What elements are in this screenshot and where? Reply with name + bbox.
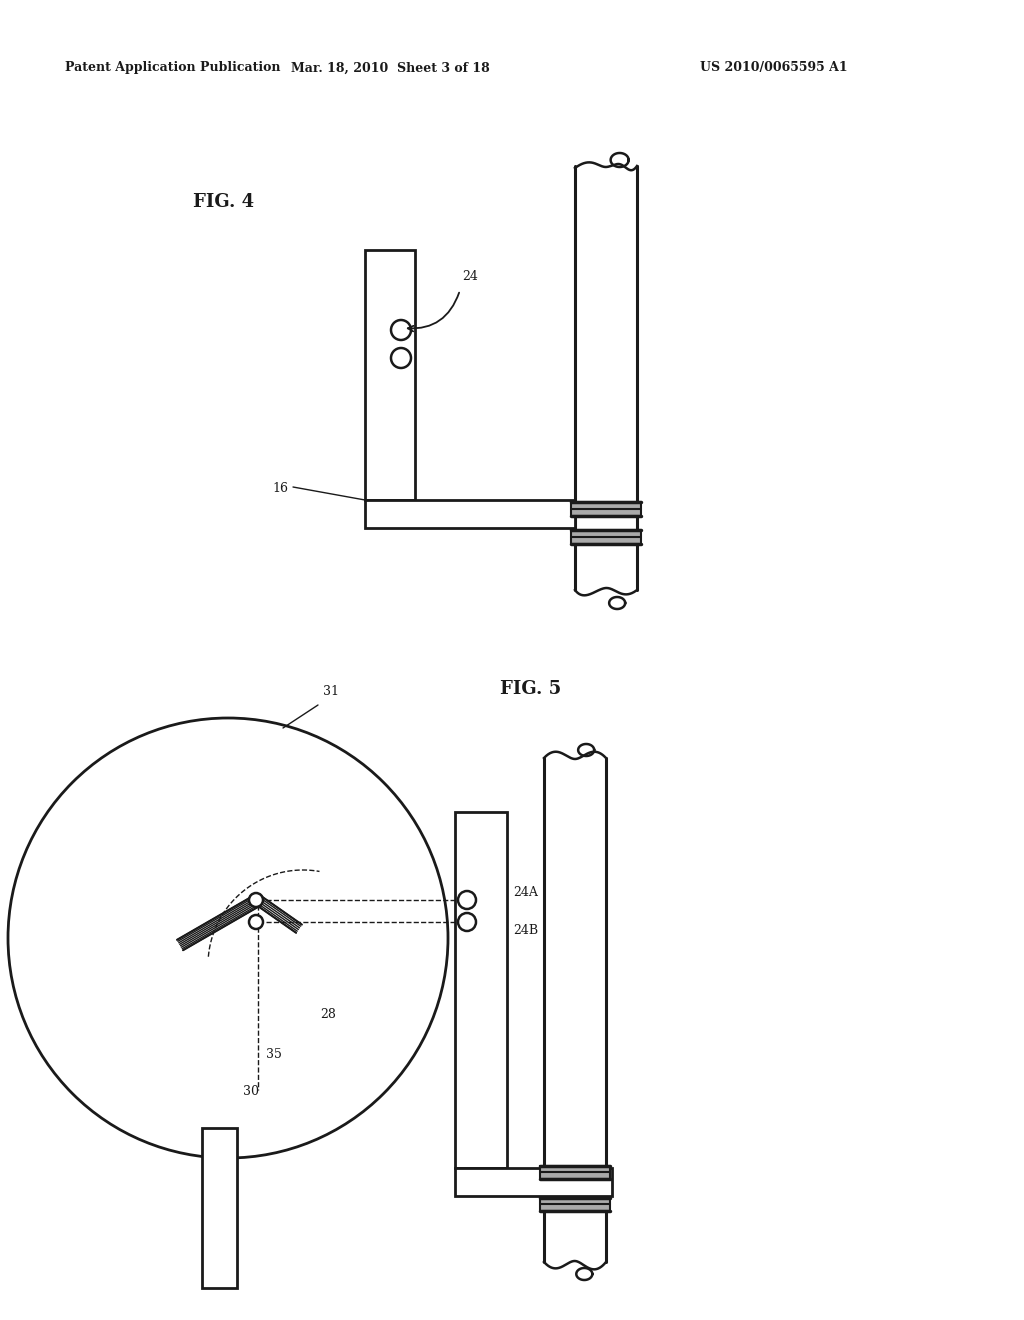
- Bar: [365, 500, 575, 528]
- Text: 24A: 24A: [513, 886, 538, 899]
- Text: 28: 28: [319, 1008, 336, 1020]
- Bar: [455, 1168, 612, 1196]
- Text: Mar. 18, 2010  Sheet 3 of 18: Mar. 18, 2010 Sheet 3 of 18: [291, 62, 489, 74]
- Circle shape: [249, 894, 263, 907]
- Bar: [455, 812, 507, 1168]
- Text: 30: 30: [243, 1085, 259, 1098]
- Circle shape: [249, 915, 263, 929]
- Bar: [540, 1199, 610, 1210]
- Text: FIG. 4: FIG. 4: [193, 193, 254, 211]
- Bar: [571, 531, 641, 544]
- Text: FIG. 5: FIG. 5: [500, 680, 561, 698]
- Text: 31: 31: [323, 685, 339, 698]
- Text: 24: 24: [462, 271, 478, 282]
- Text: 35: 35: [266, 1048, 282, 1061]
- Bar: [540, 1166, 610, 1179]
- Text: 24B: 24B: [513, 924, 539, 936]
- Bar: [365, 249, 415, 500]
- Bar: [571, 502, 641, 516]
- Text: 16: 16: [272, 482, 288, 495]
- Text: Patent Application Publication: Patent Application Publication: [65, 62, 281, 74]
- Text: US 2010/0065595 A1: US 2010/0065595 A1: [700, 62, 848, 74]
- Bar: [202, 1129, 237, 1288]
